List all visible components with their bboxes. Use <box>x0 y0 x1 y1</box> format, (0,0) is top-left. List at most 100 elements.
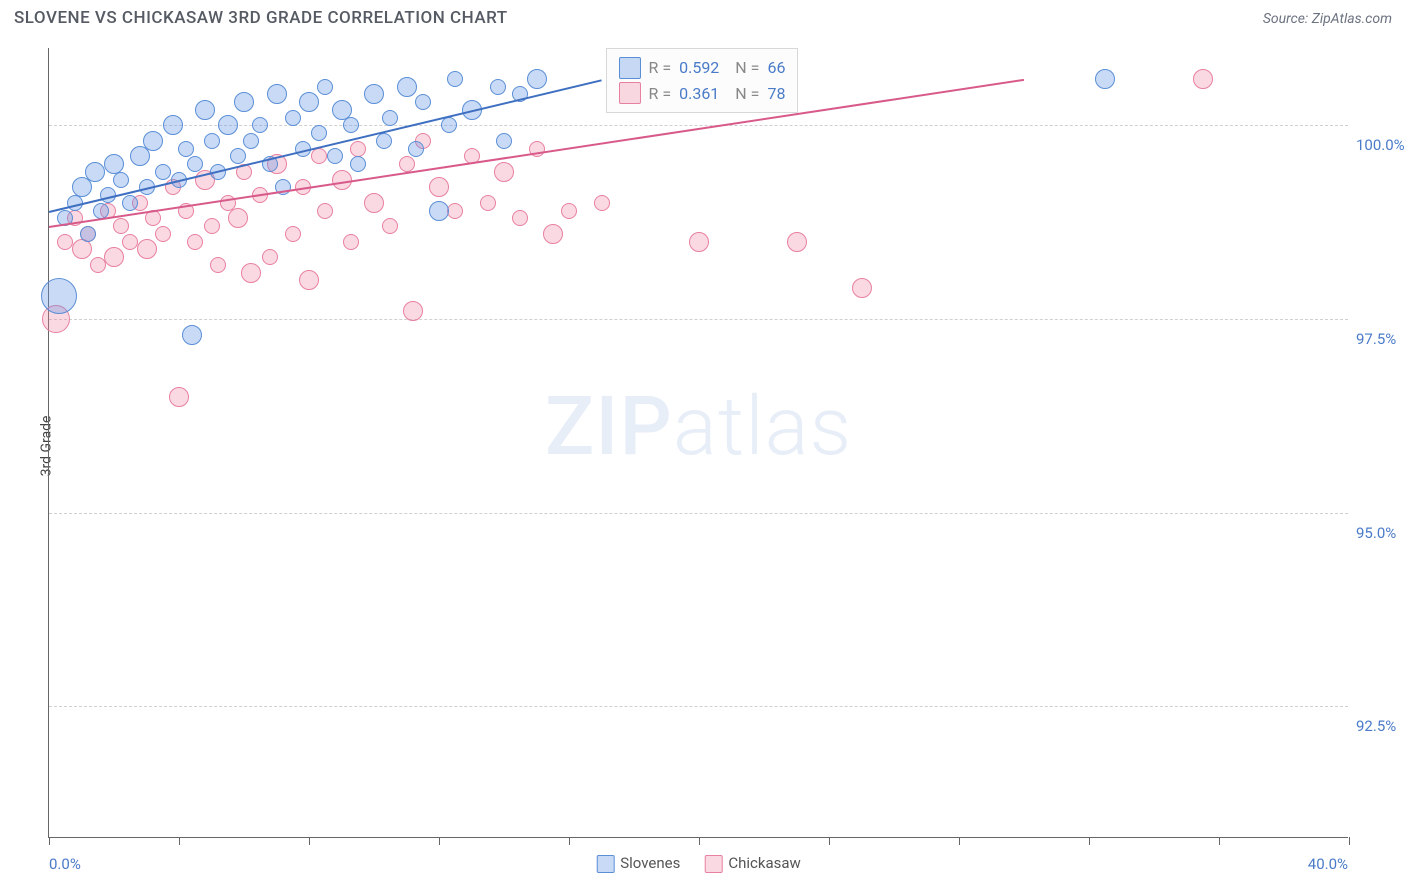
scatter-point <box>689 232 709 252</box>
legend-r-value: 0.361 <box>679 81 719 107</box>
scatter-point <box>447 203 463 219</box>
scatter-point <box>230 148 246 164</box>
x-tick <box>1219 837 1220 845</box>
x-tick <box>569 837 570 845</box>
scatter-point <box>210 257 226 273</box>
scatter-point <box>299 270 319 290</box>
scatter-point <box>80 226 96 242</box>
x-tick <box>829 837 830 845</box>
scatter-point <box>429 201 449 221</box>
x-tick <box>1349 837 1350 845</box>
scatter-point <box>285 226 301 242</box>
scatter-point <box>343 117 359 133</box>
scatter-point <box>241 263 261 283</box>
x-tick <box>179 837 180 845</box>
chart-title: SLOVENE VS CHICKASAW 3RD GRADE CORRELATI… <box>14 8 508 28</box>
x-tick <box>439 837 440 845</box>
scatter-point <box>1095 69 1115 89</box>
watermark: ZIPatlas <box>545 379 852 475</box>
scatter-point <box>382 110 398 126</box>
scatter-point <box>72 239 92 259</box>
scatter-point <box>399 156 415 172</box>
scatter-point <box>187 234 203 250</box>
scatter-point <box>252 117 268 133</box>
scatter-point <box>512 210 528 226</box>
scatter-point <box>234 92 254 112</box>
legend-r-label: R = <box>649 81 672 107</box>
scatter-point <box>364 193 384 213</box>
legend-r-label: R = <box>649 55 672 81</box>
scatter-point <box>169 387 189 407</box>
x-max-label: 40.0% <box>1308 855 1348 873</box>
scatter-point <box>397 77 417 97</box>
scatter-point <box>262 249 278 265</box>
scatter-point <box>311 125 327 141</box>
x-min-label: 0.0% <box>49 855 81 873</box>
scatter-point <box>376 133 392 149</box>
scatter-point <box>267 84 287 104</box>
x-tick <box>1089 837 1090 845</box>
scatter-point <box>327 148 343 164</box>
scatter-point <box>113 218 129 234</box>
scatter-point <box>228 208 248 228</box>
legend-swatch <box>596 855 614 873</box>
scatter-point <box>429 177 449 197</box>
scatter-point <box>408 141 424 157</box>
source-label: Source: ZipAtlas.com <box>1263 11 1392 27</box>
x-tick <box>309 837 310 845</box>
scatter-point <box>543 224 563 244</box>
scatter-point <box>852 278 872 298</box>
legend-n-label: N = <box>735 55 759 81</box>
scatter-point <box>113 172 129 188</box>
series-name: Slovenes <box>620 854 680 872</box>
series-legend-item: Chickasaw <box>704 854 800 873</box>
trend-line <box>49 79 1024 228</box>
legend-row: R = 0.592 N = 66 <box>619 55 786 81</box>
scatter-point <box>403 301 423 321</box>
scatter-point <box>155 164 171 180</box>
legend-n-value: 66 <box>767 55 785 81</box>
scatter-point <box>182 325 202 345</box>
scatter-point <box>527 69 547 89</box>
x-tick <box>699 837 700 845</box>
scatter-point <box>317 79 333 95</box>
scatter-point <box>137 239 157 259</box>
scatter-point <box>490 79 506 95</box>
legend-r-value: 0.592 <box>679 55 719 81</box>
scatter-point <box>311 148 327 164</box>
scatter-point <box>163 115 183 135</box>
y-tick-label: 95.0% <box>1356 524 1406 542</box>
grid-line <box>49 706 1348 707</box>
scatter-point <box>350 141 366 157</box>
scatter-point <box>350 156 366 172</box>
scatter-point <box>494 162 514 182</box>
scatter-point <box>480 195 496 211</box>
legend-row: R = 0.361 N = 78 <box>619 81 786 107</box>
scatter-point <box>104 247 124 267</box>
scatter-point <box>364 84 384 104</box>
scatter-point <box>447 71 463 87</box>
scatter-point <box>594 195 610 211</box>
x-tick <box>959 837 960 845</box>
scatter-point <box>204 218 220 234</box>
correlation-legend: R = 0.592 N = 66 R = 0.361 N = 78 <box>606 48 799 113</box>
scatter-point <box>155 226 171 242</box>
series-legend-item: Slovenes <box>596 854 680 873</box>
scatter-point <box>243 133 259 149</box>
grid-line <box>49 319 1348 320</box>
scatter-point <box>85 162 105 182</box>
scatter-point <box>41 278 77 314</box>
scatter-point <box>299 92 319 112</box>
y-tick-label: 92.5% <box>1356 717 1406 735</box>
legend-swatch <box>704 855 722 873</box>
scatter-point <box>218 115 238 135</box>
grid-line <box>49 513 1348 514</box>
y-tick-label: 100.0% <box>1356 136 1406 154</box>
legend-n-label: N = <box>735 81 759 107</box>
scatter-point <box>496 133 512 149</box>
legend-swatch <box>619 57 641 79</box>
watermark-zip: ZIP <box>545 379 673 475</box>
legend-n-value: 78 <box>767 81 785 107</box>
scatter-point <box>317 203 333 219</box>
scatter-point <box>787 232 807 252</box>
